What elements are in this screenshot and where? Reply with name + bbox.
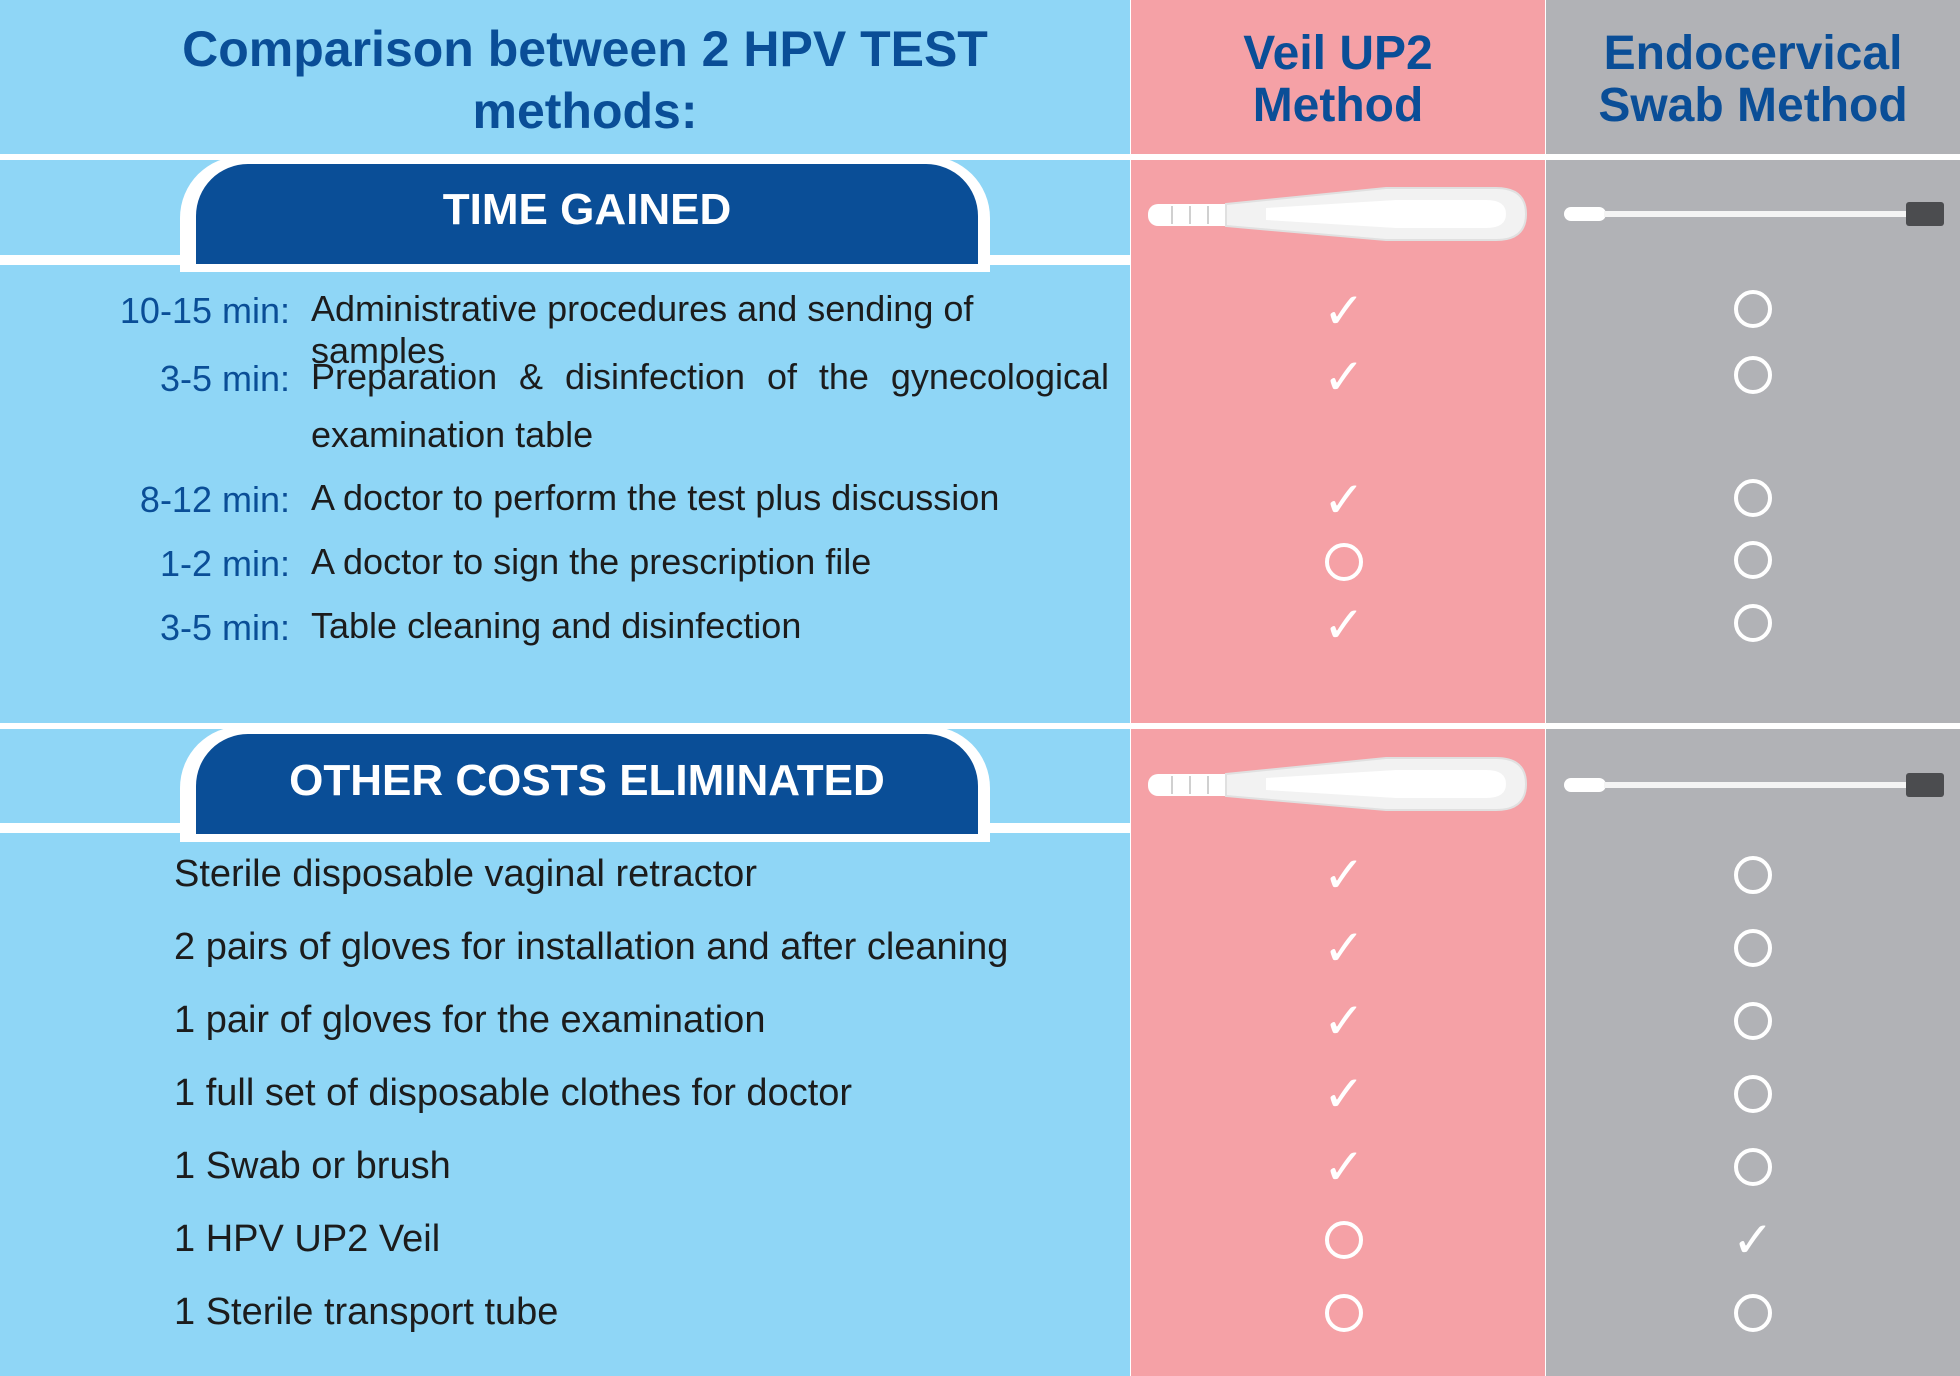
check-icon: ✓: [1323, 1066, 1365, 1122]
circle-icon: [1734, 290, 1772, 328]
time-estimate: 3-5 min:: [159, 358, 290, 399]
circle-icon: [1734, 541, 1772, 579]
cost-item-text: 1 full set of disposable clothes for doc…: [174, 1072, 853, 1114]
cost-item-text: 2 pairs of gloves for installation and a…: [174, 926, 1009, 968]
circle-icon: [1734, 1002, 1772, 1040]
swab-column-title: Endocervical Swab Method: [1598, 27, 1908, 132]
circle-icon: [1734, 929, 1772, 967]
page-title: Comparison between 2 HPV TEST methods:: [182, 21, 988, 139]
swab-column: [1546, 0, 1960, 1376]
cost-item-text: Sterile disposable vaginal retractor: [174, 853, 757, 895]
veil-column-header: Veil UP2 Method: [1131, 28, 1545, 132]
circle-icon: [1325, 543, 1363, 581]
time-estimate: 8-12 min:: [139, 479, 290, 520]
check-icon: ✓: [1323, 283, 1365, 339]
circle-icon: [1734, 1294, 1772, 1332]
time-item-text: Table cleaning and disinfection: [311, 605, 802, 646]
circle-icon: [1734, 479, 1772, 517]
veil-column-title: Veil UP2 Method: [1243, 27, 1433, 132]
time-item-text: Preparation & disinfection of the gyneco…: [311, 356, 1109, 397]
time-item-text: A doctor to sign the prescription file: [311, 541, 872, 582]
section-tab: [196, 734, 978, 834]
check-icon: ✓: [1323, 349, 1365, 405]
time-estimate: 3-5 min:: [159, 607, 290, 648]
cost-item-text: 1 HPV UP2 Veil: [174, 1218, 441, 1260]
check-icon: ✓: [1323, 597, 1365, 653]
check-icon: ✓: [1323, 920, 1365, 976]
time-item-text: Administrative procedures and sending of…: [311, 288, 974, 371]
veil-device-icon: [1148, 187, 1528, 241]
check-icon: ✓: [1323, 472, 1365, 528]
swab-icon: [1564, 202, 1944, 226]
check-icon: ✓: [1323, 847, 1365, 903]
time-estimate: 10-15 min:: [119, 290, 290, 331]
swab-icon: [1564, 773, 1944, 797]
circle-icon: [1734, 604, 1772, 642]
section-title-other-costs: OTHER COSTS ELIMINATED: [289, 756, 885, 805]
circle-icon: [1734, 856, 1772, 894]
circle-icon: [1734, 1075, 1772, 1113]
veil-device-icon: [1148, 757, 1528, 811]
divider-line: [0, 723, 1960, 729]
swab-column-header: Endocervical Swab Method: [1546, 28, 1960, 132]
section-title-time-gained: TIME GAINED: [442, 185, 732, 234]
divider-line: [0, 154, 1960, 160]
check-icon: ✓: [1732, 1212, 1774, 1268]
circle-icon: [1325, 1221, 1363, 1259]
check-icon: ✓: [1323, 993, 1365, 1049]
cost-item-text: 1 Swab or brush: [174, 1145, 451, 1187]
circle-icon: [1734, 1148, 1772, 1186]
time-item-text: A doctor to perform the test plus discus…: [311, 477, 1000, 518]
cost-item-text: 1 pair of gloves for the examination: [174, 999, 766, 1041]
check-icon: ✓: [1323, 1139, 1365, 1195]
circle-icon: [1734, 356, 1772, 394]
cost-item-text: 1 Sterile transport tube: [174, 1291, 559, 1333]
time-item-text-continued: examination table: [311, 414, 594, 455]
time-estimate: 1-2 min:: [159, 543, 290, 584]
circle-icon: [1325, 1294, 1363, 1332]
section-tab: [196, 164, 978, 264]
